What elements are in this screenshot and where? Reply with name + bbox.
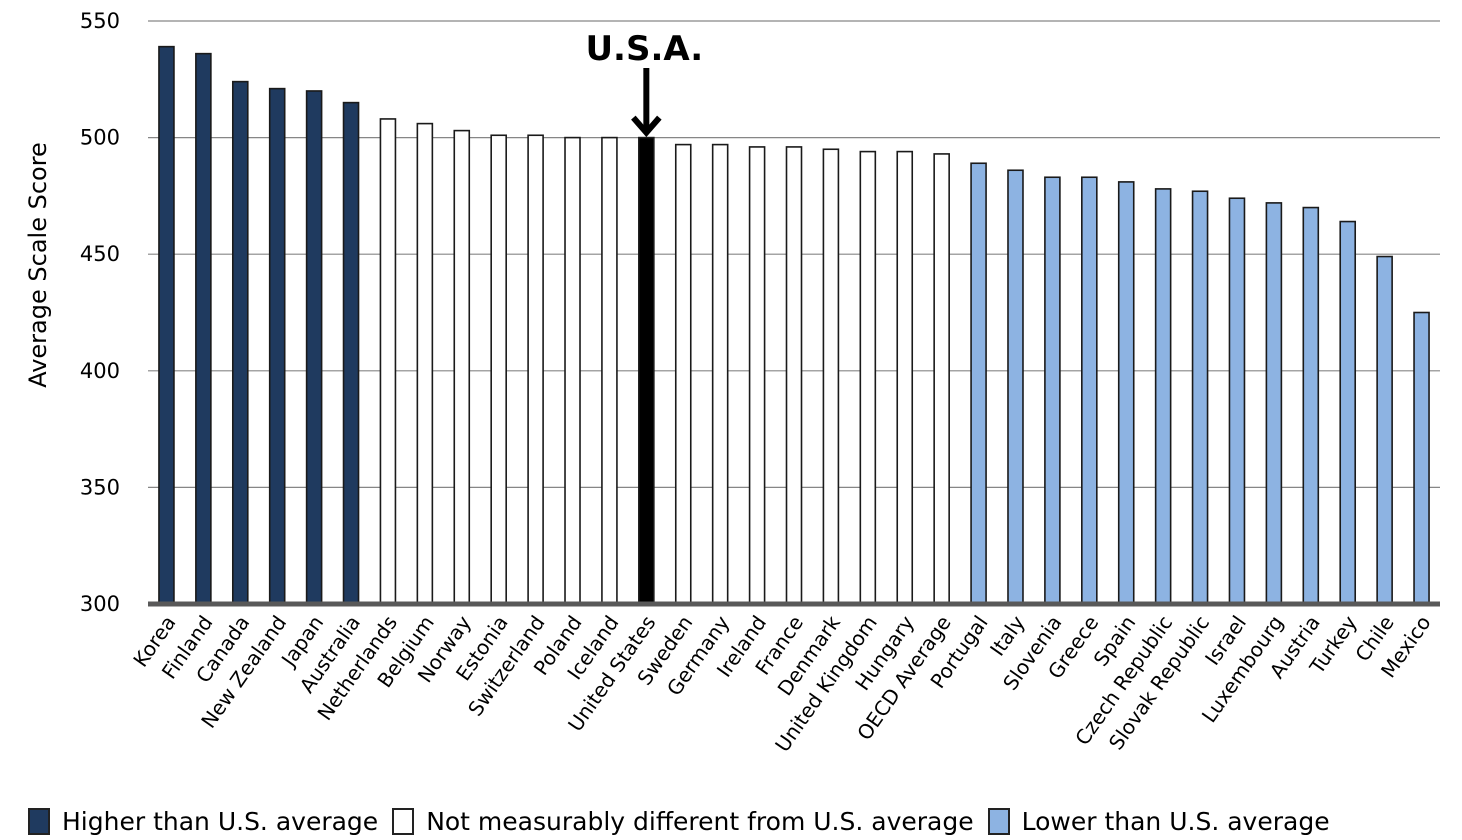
legend-label-lower: Lower than U.S. average: [1021, 806, 1330, 836]
bar-new-zealand: [268, 87, 286, 605]
bar-austria: [1302, 206, 1320, 605]
bar-spain: [1117, 181, 1135, 605]
legend-swatch-same: [392, 807, 415, 835]
y-tick-300: 300: [80, 592, 120, 616]
usa-annotation-label: U.S.A.: [585, 29, 703, 69]
bar-mexico: [1413, 311, 1430, 605]
bar-ireland: [748, 146, 766, 605]
bar-luxembourg: [1265, 202, 1283, 605]
bar-denmark: [822, 148, 840, 605]
bar-chart: 300 350 400 450 500 550 Average Scale Score K…: [24, 9, 1440, 757]
bar-turkey: [1339, 220, 1357, 605]
legend-swatch-lower: [987, 807, 1010, 835]
bar-poland: [564, 136, 581, 605]
bar-korea: [158, 45, 175, 605]
bar-italy: [1007, 169, 1024, 605]
bar-france: [785, 146, 803, 605]
bar-germany: [711, 143, 729, 605]
y-tick-550: 550: [80, 9, 120, 33]
bar-greece: [1081, 176, 1098, 605]
y-tick-350: 350: [80, 475, 120, 499]
bar-japan: [305, 90, 323, 605]
legend-item-higher: Higher than U.S. average: [28, 807, 378, 836]
bar-united-states: [638, 136, 655, 605]
legend: Higher than U.S. average Not measurably …: [28, 802, 1344, 840]
y-axis-label: Average Scale Score: [24, 142, 52, 388]
bar-australia: [342, 101, 360, 605]
bar-belgium: [416, 122, 434, 605]
bar-israel: [1228, 197, 1246, 605]
legend-label-higher: Higher than U.S. average: [62, 806, 379, 836]
legend-item-same: Not measurably different from U.S. avera…: [392, 806, 974, 836]
bar-finland: [195, 52, 212, 605]
bar-estonia: [490, 134, 507, 605]
bar-netherlands: [379, 118, 397, 605]
y-tick-400: 400: [80, 359, 120, 383]
y-tick-500: 500: [80, 126, 120, 150]
bar-slovak-republic: [1191, 190, 1209, 605]
bar-oecd-average: [933, 153, 950, 605]
bar-canada: [231, 80, 249, 605]
bar-slovenia: [1044, 176, 1061, 605]
bar-hungary: [896, 150, 914, 605]
y-axis-ticks: 300 350 400 450 500 550: [80, 9, 120, 616]
bar-united-kingdom: [859, 150, 877, 605]
y-tick-450: 450: [80, 242, 120, 266]
bar-czech-republic: [1154, 188, 1172, 605]
bar-sweden: [674, 143, 692, 605]
legend-swatch-higher: [28, 807, 50, 835]
legend-label-same: Not measurably different from U.S. avera…: [426, 806, 974, 836]
bar-portugal: [970, 162, 987, 605]
bar-iceland: [601, 136, 618, 605]
legend-item-lower: Lower than U.S. average: [987, 806, 1330, 836]
usa-arrow-icon: [631, 115, 662, 138]
bar-chile: [1376, 255, 1393, 605]
usa-annotation: U.S.A.: [585, 29, 703, 138]
bar-switzerland: [527, 134, 544, 605]
bars: [158, 45, 1430, 605]
bar-norway: [453, 129, 471, 605]
